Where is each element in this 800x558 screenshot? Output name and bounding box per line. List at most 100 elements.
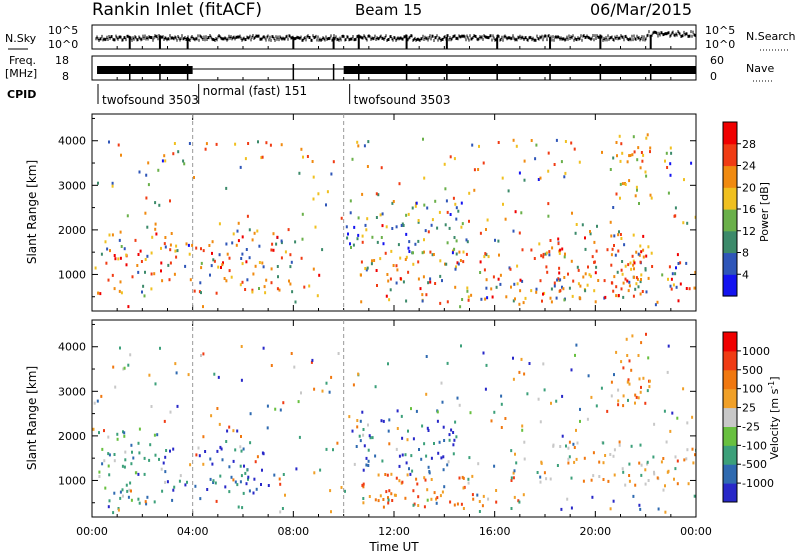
echo-cell-sparse — [563, 175, 566, 179]
echo-cell — [248, 489, 251, 493]
echo-cell — [107, 435, 110, 439]
echo-cell — [567, 272, 569, 276]
echo-cell — [610, 263, 613, 267]
echo-cell-sparse — [570, 506, 573, 510]
echo-cell — [188, 252, 191, 256]
echo-cell-sparse — [518, 500, 521, 504]
echo-cell — [417, 239, 420, 243]
echo-cell — [583, 456, 586, 460]
echo-cell — [647, 276, 650, 280]
echo-cell — [453, 247, 456, 251]
velocity-colorbar-frame — [722, 331, 738, 503]
echo-cell — [445, 262, 448, 266]
echo-cell — [471, 474, 474, 478]
echo-cell — [617, 294, 620, 297]
echo-cell — [617, 399, 620, 403]
echo-cell-sparse — [374, 498, 377, 502]
echo-cell — [495, 285, 498, 289]
echo-cell — [360, 260, 363, 264]
echo-cell-sparse — [578, 160, 581, 164]
echo-cell — [349, 199, 352, 203]
power-colorbar-swatch — [723, 143, 737, 167]
echo-cell — [620, 268, 623, 272]
echo-cell-sparse — [265, 141, 268, 145]
echo-cell — [125, 263, 128, 267]
echo-cell — [463, 485, 466, 489]
echo-cell — [166, 480, 169, 484]
echo-cell-sparse — [356, 140, 359, 144]
cpid-segment-1: normal (fast) 151 — [203, 84, 307, 98]
echo-cell — [536, 471, 539, 474]
echo-cell-sparse — [294, 300, 297, 304]
echo-cell-sparse — [225, 440, 228, 443]
echo-cell — [173, 485, 176, 489]
echo-cell — [438, 440, 441, 444]
echo-cell-sparse — [423, 176, 426, 180]
echo-cell — [368, 434, 371, 438]
echo-cell — [226, 252, 229, 256]
echo-cell — [685, 287, 688, 290]
echo-cell — [455, 265, 457, 269]
echo-cell-sparse — [486, 296, 489, 300]
echo-cell-sparse — [600, 386, 603, 390]
velocity-colorbar: 1000 500 100 25 -25 -100 -500 -1000 — [722, 331, 774, 503]
echo-cell — [455, 435, 458, 439]
echo-cell — [387, 496, 389, 500]
echo-cell — [622, 366, 625, 370]
echo-cell-sparse — [523, 457, 526, 461]
echo-cell-sparse — [579, 419, 581, 423]
echo-cell — [638, 377, 641, 381]
echo-cell-sparse — [560, 507, 563, 511]
echo-cell — [448, 226, 451, 230]
echo-cell — [401, 480, 404, 484]
velocity-colorbar-tick-label: 100 — [742, 383, 763, 396]
echo-cell-sparse — [298, 171, 301, 175]
echo-cell-sparse — [241, 262, 244, 266]
echo-cell — [130, 443, 133, 447]
echo-cell-sparse — [108, 140, 110, 144]
echo-cell-sparse — [330, 375, 333, 379]
echo-cell-sparse — [396, 427, 399, 430]
echo-cell — [637, 354, 640, 357]
noise-panel-frame — [91, 24, 697, 50]
echo-cell — [603, 279, 606, 283]
echo-cell — [455, 217, 458, 221]
echo-cell-sparse — [177, 150, 180, 154]
echo-cell — [264, 291, 267, 295]
echo-cell-sparse — [161, 159, 164, 163]
echo-cell — [395, 281, 398, 285]
echo-cell — [195, 246, 198, 250]
echo-cell — [276, 235, 279, 239]
echo-cell — [522, 301, 525, 305]
echo-cell — [261, 468, 263, 472]
echo-cell — [405, 232, 408, 236]
echo-cell-sparse — [465, 238, 468, 242]
echo-cell — [437, 451, 440, 455]
echo-cell — [557, 277, 560, 281]
echo-cell — [595, 249, 598, 253]
echo-cell — [452, 452, 455, 456]
echo-cell-sparse — [357, 144, 360, 148]
echo-cell — [119, 490, 122, 494]
time-axis: 00:00 04:00 08:00 12:00 16:00 20:00 00:00 — [76, 46, 712, 538]
echo-cell-sparse — [129, 353, 132, 357]
echo-cell — [230, 475, 233, 479]
echo-cell-sparse — [521, 428, 524, 432]
echo-cell — [478, 500, 481, 503]
echo-cell — [604, 454, 607, 457]
echo-cell-sparse — [519, 278, 522, 282]
echo-cell — [371, 436, 374, 440]
echo-cell-sparse — [573, 147, 576, 151]
echo-cell — [119, 230, 122, 234]
echo-cell-sparse — [314, 225, 317, 229]
echo-cell-sparse — [593, 289, 596, 293]
echo-cell — [485, 253, 488, 257]
echo-cell — [558, 251, 561, 255]
echo-cell — [263, 285, 266, 289]
echo-cell-sparse — [362, 497, 365, 500]
echo-cell-sparse — [524, 296, 527, 300]
echo-cell-sparse — [535, 290, 538, 294]
echo-cell-sparse — [300, 147, 303, 151]
echo-cell — [452, 431, 455, 434]
echo-cell-sparse — [669, 146, 672, 150]
